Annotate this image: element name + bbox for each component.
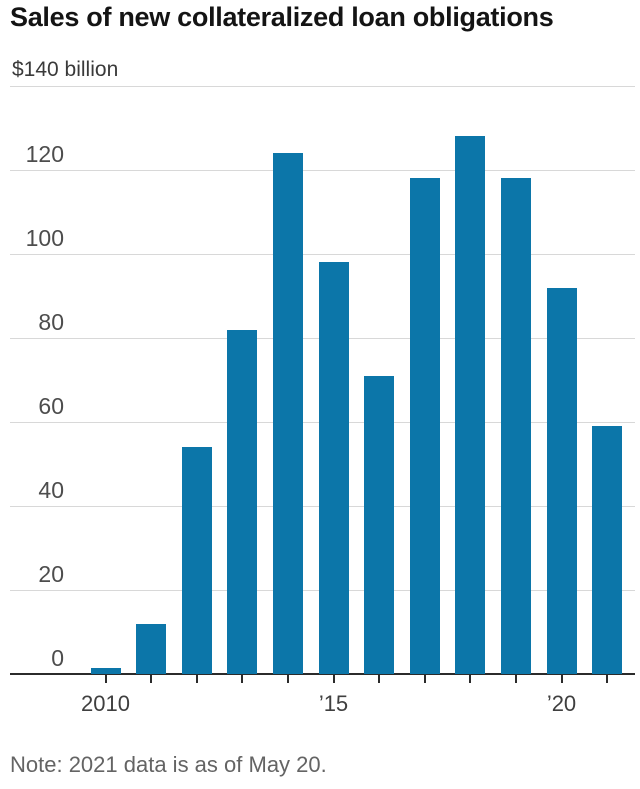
chart-footnote: Note: 2021 data is as of May 20.	[10, 752, 327, 777]
bar-2019	[500, 178, 531, 674]
x-axis-label-2020: ’20	[546, 691, 577, 716]
x-axis-label-2015: ’15	[318, 691, 349, 716]
x-axis-tick-2015	[332, 675, 335, 683]
bar-2011	[136, 623, 167, 674]
bar-2017	[409, 178, 440, 674]
y-axis-label-40: 40	[38, 477, 64, 503]
x-axis-tick-2017	[423, 675, 426, 683]
x-axis-tick-2019	[514, 675, 517, 683]
y-axis-label-100: 100	[25, 225, 64, 251]
bar-2012	[181, 447, 212, 674]
y-axis-label-20: 20	[38, 561, 64, 587]
x-axis-tick-2013	[241, 675, 244, 683]
bar-2015	[318, 262, 349, 674]
x-axis-tick-2011	[150, 675, 153, 683]
bar-2020	[546, 287, 577, 674]
bar-2013	[227, 329, 258, 674]
x-axis-tick-2014	[286, 675, 289, 683]
bar-2010	[90, 667, 121, 674]
bar-2021	[592, 426, 623, 674]
gridline-100	[10, 254, 635, 255]
x-axis-tick-2012	[195, 675, 198, 683]
x-axis-tick-2018	[469, 675, 472, 683]
bar-2018	[455, 136, 486, 674]
x-axis-tick-2020	[560, 675, 563, 683]
gridline-120	[10, 170, 635, 171]
chart-title: Sales of new collateralized loan obligat…	[10, 2, 554, 32]
gridline-140	[10, 86, 635, 87]
y-axis-unit-label: $140 billion	[12, 58, 119, 81]
bar-2014	[272, 153, 303, 674]
x-axis-tick-2010	[104, 675, 107, 683]
y-axis-label-0: 0	[51, 645, 64, 671]
x-axis-baseline	[10, 673, 635, 675]
y-axis-label-80: 80	[38, 309, 64, 335]
y-axis-label-120: 120	[25, 141, 64, 167]
y-axis-label-60: 60	[38, 393, 64, 419]
x-axis-tick-2021	[606, 675, 609, 683]
bar-2016	[364, 375, 395, 674]
x-axis-label-2010: 2010	[81, 691, 130, 716]
x-axis-tick-2016	[378, 675, 381, 683]
